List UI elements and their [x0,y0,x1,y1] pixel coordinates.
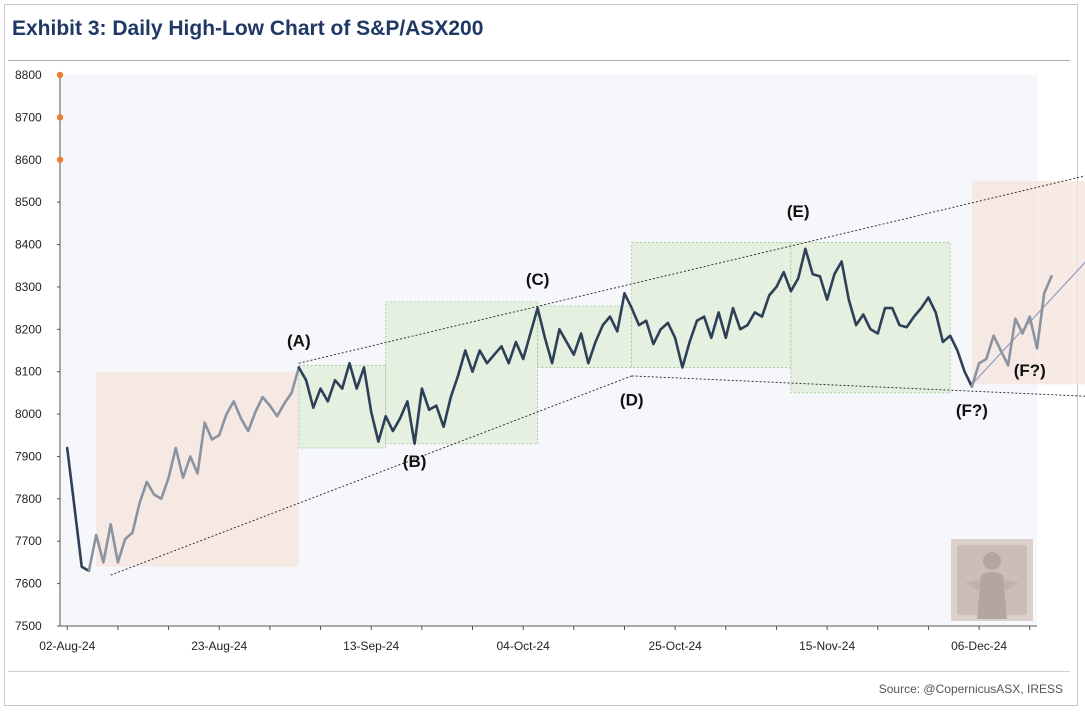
y-tick-label: 7600 [15,577,42,591]
y-tick-label: 7500 [15,619,42,633]
title-divider [8,60,1070,61]
axis-marker-dot [56,114,64,121]
y-tick-label: 8500 [15,195,42,209]
axis-marker-dot [56,156,64,163]
source-note: Source: @CopernicusASX, IRESS [878,682,1063,696]
price-series-0 [65,446,91,573]
x-tick-label: 06-Dec-24 [951,639,1007,653]
wave-label: (C) [526,270,550,289]
statue-watermark-icon [951,539,1033,621]
shaded-region-4 [631,242,792,368]
x-tick-label: 02-Aug-24 [39,639,95,653]
y-tick-label: 8100 [15,365,42,379]
trendline-1 [110,375,632,576]
x-tick-label: 23-Aug-24 [191,639,247,653]
y-tick-label: 8600 [15,153,42,167]
wave-label: (D) [620,391,644,410]
shaded-region-3 [537,305,633,368]
y-tick-label: 8000 [15,407,42,421]
trendline-2 [631,375,1085,397]
y-tick-label: 7700 [15,534,42,548]
wave-label: (B) [403,452,427,471]
wave-label: (F?) [956,401,988,420]
y-tick-label: 8700 [15,110,42,124]
price-series-2 [297,247,974,446]
x-tick-label: 25-Oct-24 [648,639,702,653]
price-series-1 [87,366,301,573]
shaded-region-5 [790,242,951,394]
price-series-3 [970,274,1053,388]
wave-label: (E) [787,202,810,221]
y-tick-label: 8200 [15,322,42,336]
wave-label: (F?) [1014,361,1046,380]
source-divider [8,671,1070,672]
x-tick-label: 04-Oct-24 [496,639,550,653]
y-tick-label: 8300 [15,280,42,294]
y-tick-label: 8800 [15,68,42,82]
y-tick-label: 7800 [15,492,42,506]
y-tick-label: 7900 [15,449,42,463]
axis-marker-dot [56,71,64,79]
y-tick-label: 8400 [15,238,42,252]
x-tick-label: 13-Sep-24 [343,639,399,653]
x-tick-label: 15-Nov-24 [799,639,855,653]
shaded-region-2 [385,301,539,445]
wave-label: (A) [287,331,311,350]
page-title: Exhibit 3: Daily High-Low Chart of S&P/A… [12,17,484,40]
